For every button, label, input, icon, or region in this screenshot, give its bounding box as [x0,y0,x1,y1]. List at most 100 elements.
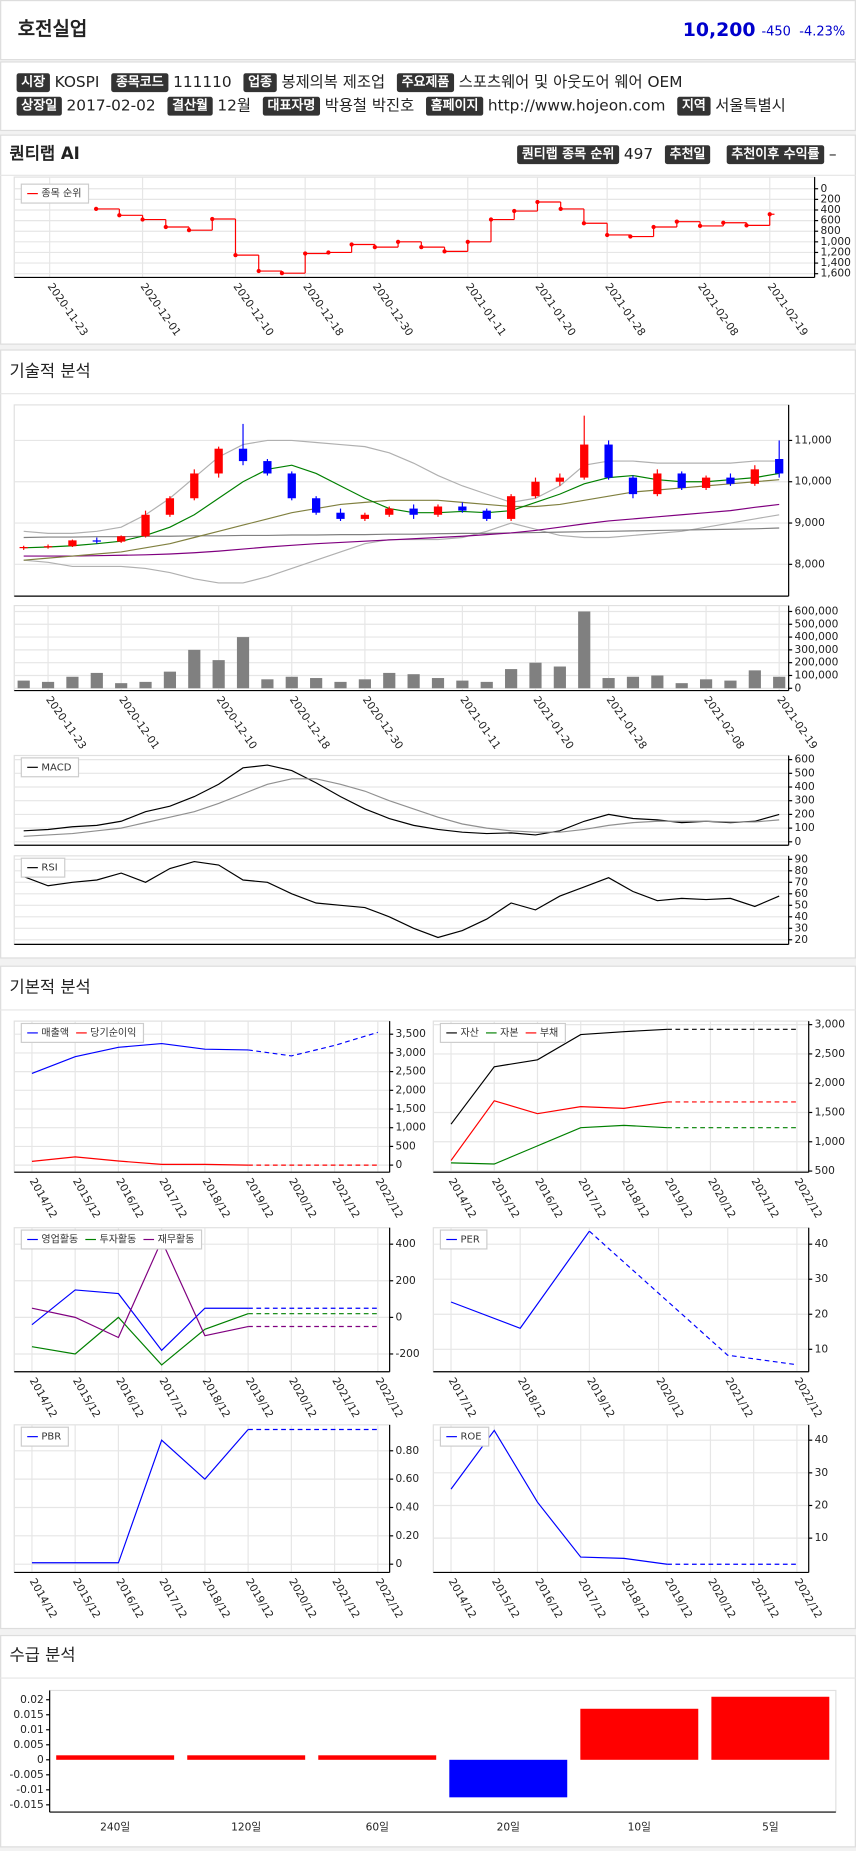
badge-value: 497 [624,145,653,163]
legend-label: 매출액 [41,1027,69,1039]
section-title: 퀀티랩 AI [10,143,80,163]
rank-point [605,232,610,238]
badge [677,96,711,116]
bar [675,683,688,689]
bar [480,681,493,689]
legend-box [20,1229,203,1250]
candle-body [165,498,175,515]
candle-body [506,496,516,519]
change: -450 [761,24,790,39]
y-tick-label: 0.80 [396,1444,420,1457]
bar [285,676,298,689]
y-tick-label: 0.60 [396,1472,420,1485]
y-tick-label: 600 [821,214,842,227]
y-tick-label: 0.005 [13,1738,43,1751]
y-tick-label: 100 [795,821,815,834]
bar [407,674,420,689]
bar [699,679,713,689]
badge-label: 업종 [248,75,272,90]
y-tick-label: 80 [795,864,809,877]
bar [236,637,250,689]
badge-value: 2017-02-02 [67,97,156,115]
rank-point [581,221,587,226]
legend-label: RSI [41,863,57,874]
y-tick-label: 70 [795,875,809,888]
y-tick-label: 3,500 [396,1027,427,1040]
legend-box [439,1022,566,1043]
candle-body [141,514,150,537]
rank-point [395,239,401,244]
rank-point [303,251,308,256]
series-line [451,1124,668,1165]
rank-point [558,206,563,212]
y-tick-label: 400 [821,203,842,216]
x-tick-label: 120일 [231,1820,261,1833]
candle-body [360,514,370,519]
rank-point [186,228,192,233]
y-tick-label: 10 [815,1342,829,1355]
series-line [23,503,780,557]
candle-body [750,469,759,484]
candle-body [701,477,711,488]
plot-area [432,1020,810,1173]
badge [16,96,62,116]
rank-point [721,220,726,225]
rank-point [233,252,238,258]
plot-area [13,176,816,279]
y-tick-label: 30 [795,921,809,934]
candle-body [238,448,248,462]
candle-body [580,444,589,478]
bar [505,669,518,689]
series-line [23,764,780,836]
rank-point [767,212,772,217]
y-tick-label: 0 [396,1158,403,1171]
bar [66,676,79,689]
rank-point [93,206,99,212]
candle-body [726,477,735,484]
badge-value: 박용철 박진호 [325,97,414,115]
badge [111,73,169,93]
plot-area [13,1020,391,1173]
y-tick-label: 400,000 [795,630,839,643]
bar [17,680,30,689]
y-tick-label: 1,000 [821,235,852,248]
badge-label: 상장일 [21,98,57,114]
bar [431,678,445,689]
badge-label: 추천일 [670,146,706,162]
x-tick-label: 240일 [100,1820,130,1833]
rank-point [465,239,470,244]
candle-body [287,473,296,499]
series-line [23,860,780,939]
bar [261,679,274,689]
badge [517,145,620,165]
legend-box [20,857,66,878]
y-tick-label: 1,500 [815,1105,846,1118]
candle-body [68,540,77,547]
plot-area [13,1424,391,1573]
candle-body [458,506,467,511]
series-line [23,527,780,539]
badge-label: 결산월 [172,98,208,114]
y-tick-label: 2,500 [396,1065,427,1078]
badge-value: 111110 [173,73,232,91]
bar [724,680,737,689]
rank-point [651,224,656,230]
y-tick-label: 1,500 [396,1102,427,1115]
rank-point [744,223,749,228]
y-tick-label: 200 [795,807,815,820]
y-tick-label: 11,000 [795,433,832,446]
bar [318,1755,437,1760]
bar [529,662,542,689]
bar [773,676,786,689]
y-tick-label: 60 [795,887,809,900]
section-title: 기본적 분석 [10,978,91,997]
candle-body [775,459,784,474]
series-line [450,1028,668,1125]
y-tick-label: 20 [815,1498,829,1511]
y-tick-label: 50 [795,898,809,911]
plot-area [13,855,790,945]
badge [426,96,484,116]
plot-area [13,1227,391,1373]
series-line [23,778,780,837]
rank-point [442,249,447,254]
